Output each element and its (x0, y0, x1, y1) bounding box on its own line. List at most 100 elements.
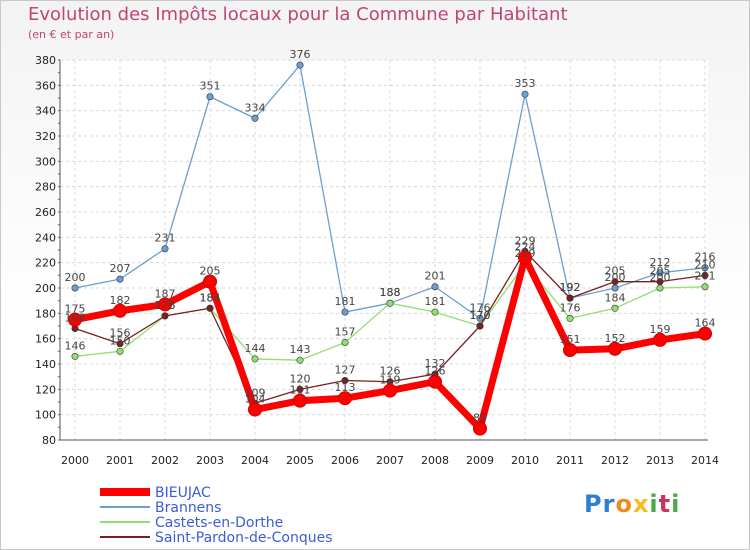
point-2 (701, 283, 709, 291)
y-tick-label: 160 (35, 333, 56, 346)
point-1 (296, 61, 304, 69)
point-bieujac (248, 402, 262, 417)
x-tick-label: 2013 (646, 454, 674, 467)
point-2 (656, 284, 664, 292)
logo-letter: i (649, 490, 659, 518)
data-label: 181 (335, 295, 356, 308)
point-1 (521, 90, 529, 98)
grid-lines (60, 59, 708, 441)
data-label: 178 (155, 299, 176, 312)
data-label: 170 (470, 309, 491, 322)
point-1 (431, 283, 439, 291)
data-label: 151 (560, 333, 581, 346)
point-2 (251, 355, 259, 363)
point-bieujac (473, 421, 487, 436)
data-label: 168 (65, 312, 86, 325)
data-label: 157 (335, 325, 356, 338)
x-tick-label: 2010 (511, 454, 539, 467)
x-tick-label: 2005 (286, 454, 314, 467)
point-3 (476, 322, 484, 330)
data-label: 201 (695, 270, 716, 283)
data-label: 200 (65, 271, 86, 284)
point-2 (296, 356, 304, 364)
data-label: 132 (425, 357, 446, 370)
data-label: 176 (470, 301, 491, 314)
point-1 (251, 114, 259, 122)
x-tick-label: 2000 (61, 454, 89, 467)
point-bieujac (383, 383, 397, 398)
point-bieujac (293, 393, 307, 408)
point-bieujac (428, 374, 442, 389)
proxiti-logo: Proxiti (584, 490, 680, 518)
data-label: 229 (515, 234, 536, 247)
point-bieujac (518, 250, 532, 265)
data-label: 146 (65, 339, 86, 352)
x-tick-label: 2014 (691, 454, 719, 467)
point-1 (611, 284, 619, 292)
point-1 (206, 93, 214, 101)
x-tick-label: 2008 (421, 454, 449, 467)
point-bieujac (608, 341, 622, 356)
y-tick-label: 320 (35, 130, 56, 143)
point-3 (116, 340, 124, 348)
point-3 (341, 376, 349, 384)
data-label: 126 (425, 365, 446, 378)
data-label: 192 (560, 281, 581, 294)
series-lines (68, 61, 712, 436)
data-label: 205 (650, 265, 671, 278)
x-tick-label: 2011 (556, 454, 584, 467)
chart-title: Evolution des Impôts locaux pour la Comm… (28, 4, 568, 25)
data-label: 216 (695, 251, 716, 264)
point-bieujac (158, 297, 172, 312)
point-2 (566, 314, 574, 322)
legend: BIEUJACBrannensCastets-en-DortheSaint-Pa… (100, 485, 332, 546)
y-tick-label: 380 (35, 54, 56, 67)
data-label: 109 (245, 386, 266, 399)
logo-letter: x (632, 490, 650, 518)
data-label: 231 (155, 232, 176, 245)
y-tick-label: 260 (35, 206, 56, 219)
point-bieujac (563, 343, 577, 358)
data-label: 184 (200, 291, 221, 304)
point-2 (386, 299, 394, 307)
data-label: 188 (380, 286, 401, 299)
data-label: 150 (110, 334, 131, 347)
data-label: 192 (560, 281, 581, 294)
data-label: 188 (380, 286, 401, 299)
y-tick-label: 120 (35, 383, 56, 396)
point-3 (161, 312, 169, 320)
data-label: 152 (605, 332, 626, 345)
logo-letter: P (584, 490, 603, 518)
point-bieujac (338, 391, 352, 406)
x-tick-label: 2001 (106, 454, 134, 467)
point-bieujac (68, 312, 82, 327)
point-3 (296, 385, 304, 393)
data-label: 200 (605, 271, 626, 284)
x-tick-label: 2004 (241, 454, 269, 467)
data-label: 200 (650, 271, 671, 284)
point-2 (611, 304, 619, 312)
y-tick-label: 80 (42, 434, 56, 447)
point-3 (701, 271, 709, 279)
logo-letter: o (615, 490, 633, 518)
x-tick-label: 2007 (376, 454, 404, 467)
point-1 (116, 275, 124, 283)
y-tick-label: 280 (35, 181, 56, 194)
data-label: 376 (290, 48, 311, 61)
data-label: 119 (380, 374, 401, 387)
point-3 (656, 278, 664, 286)
y-tick-label: 100 (35, 409, 56, 422)
y-tick-label: 240 (35, 231, 56, 244)
point-1 (161, 245, 169, 253)
point-3 (206, 304, 214, 312)
data-label: 89 (473, 412, 487, 425)
y-tick-label: 140 (35, 358, 56, 371)
data-label: 120 (290, 372, 311, 385)
data-label: 104 (245, 393, 266, 406)
point-3 (611, 278, 619, 286)
legend-label: Castets-en-Dorthe (155, 515, 283, 531)
point-bieujac (698, 326, 712, 341)
data-label: 219 (515, 247, 536, 260)
